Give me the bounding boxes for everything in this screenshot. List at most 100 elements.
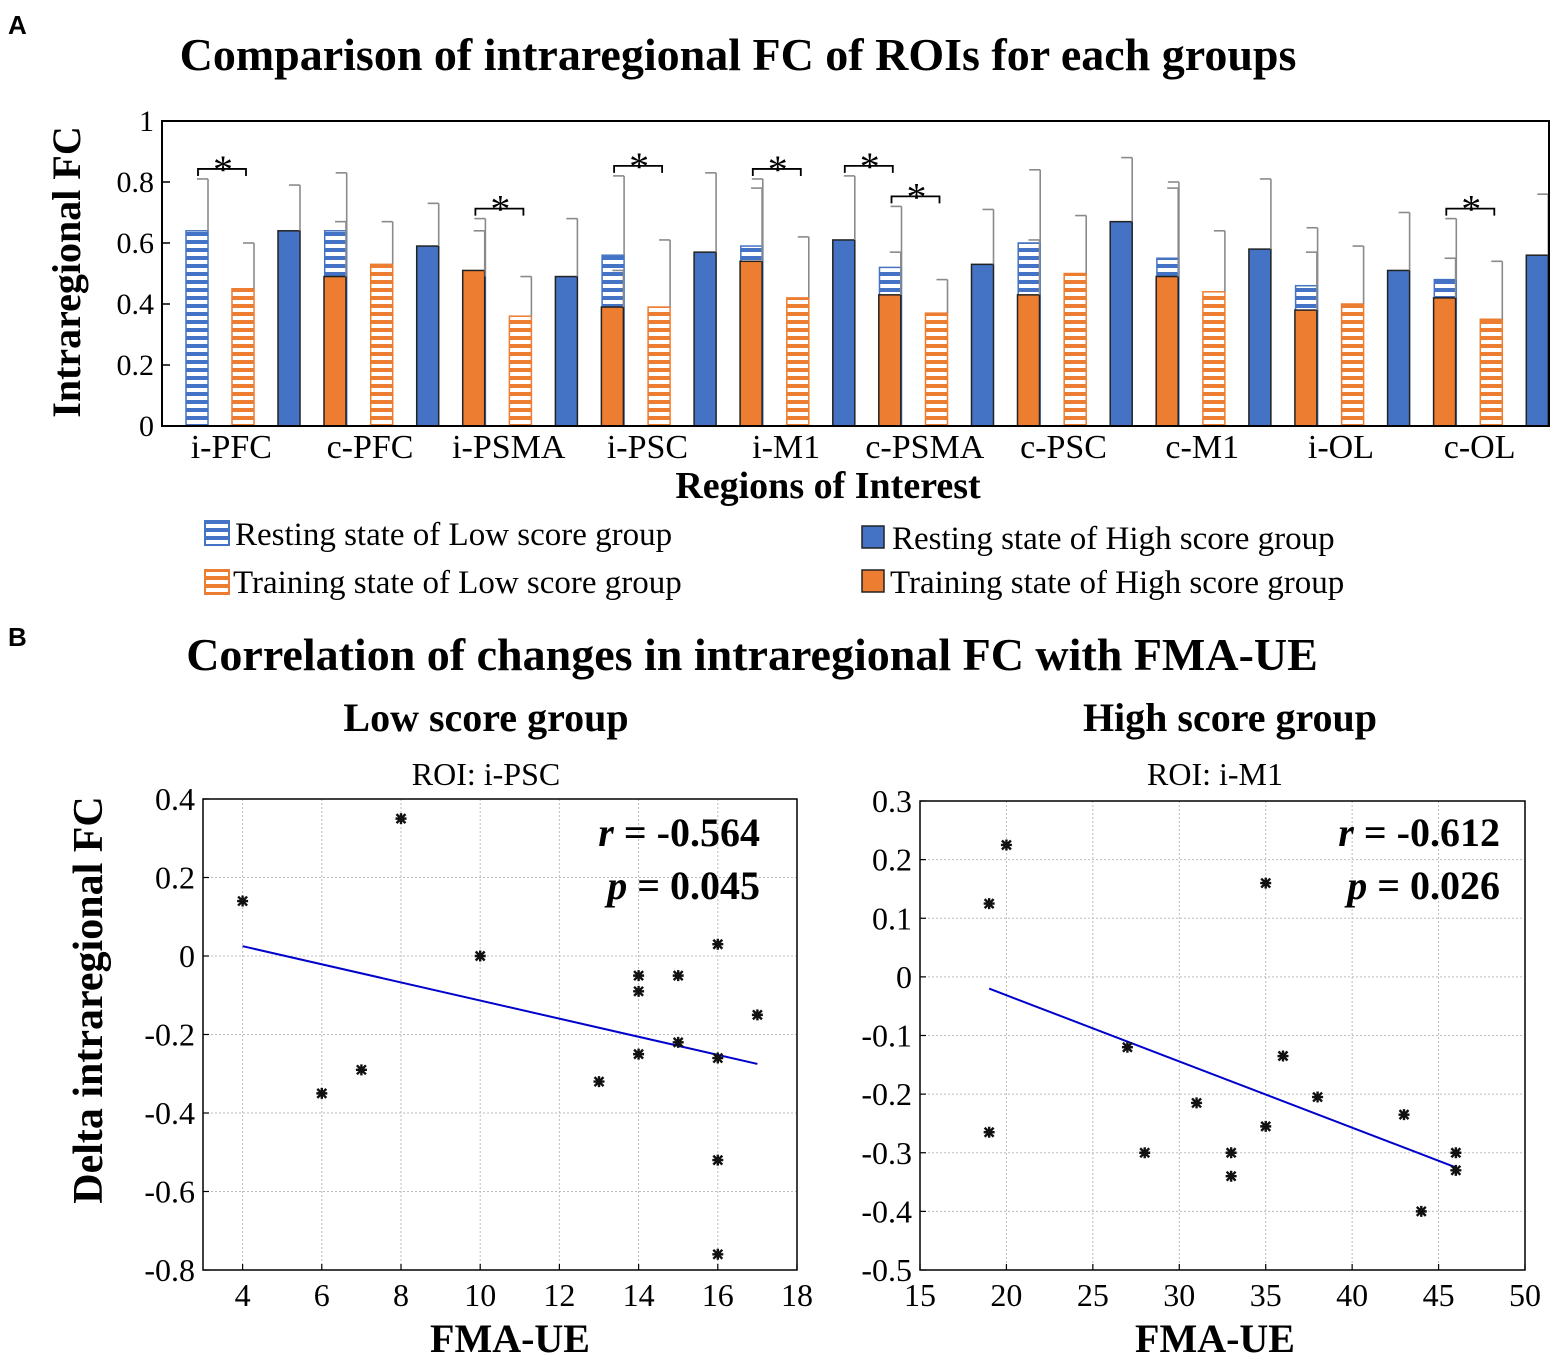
y-tick-label: 0 bbox=[139, 410, 154, 443]
data-point bbox=[751, 1009, 763, 1021]
bar-rest_high-i-psma bbox=[554, 275, 579, 427]
bar-train_low-i-pfc bbox=[231, 288, 255, 427]
data-point bbox=[395, 813, 407, 825]
bar-rest_high-c-m1 bbox=[1248, 248, 1272, 427]
x-tick-label-c-psma: c-PSMA bbox=[865, 429, 984, 466]
y-tick-label: -0.2 bbox=[861, 1076, 912, 1112]
high-scatter-points bbox=[983, 839, 1462, 1217]
bar-chart-significance: * * * * * * * bbox=[197, 144, 1496, 232]
significance-star: * bbox=[768, 147, 788, 192]
significance-bracket bbox=[197, 168, 247, 176]
x-tick-label: 50 bbox=[1509, 1277, 1541, 1313]
x-tick-label: 35 bbox=[1250, 1277, 1282, 1313]
legend-swatch-rest-low bbox=[204, 520, 230, 546]
bar-train_high-i-m1 bbox=[878, 294, 902, 427]
bar-train_high-i-psc bbox=[739, 260, 763, 427]
high-scatter-grid bbox=[920, 801, 1525, 1270]
data-point bbox=[1121, 1041, 1133, 1053]
high-scatter-fit-line bbox=[988, 987, 1457, 1169]
y-tick-label: 0 bbox=[179, 938, 195, 974]
panel-a-label: A bbox=[8, 10, 27, 40]
bar-train_low-i-ol bbox=[1340, 303, 1365, 427]
bar-rest_high-i-m1 bbox=[832, 239, 856, 427]
bar-rest_high-c-ol bbox=[1525, 254, 1550, 427]
regression-line bbox=[242, 945, 758, 1065]
x-tick-label: 16 bbox=[702, 1277, 734, 1313]
significance-star: * bbox=[860, 144, 880, 189]
bar-train_high-c-pfc bbox=[461, 269, 486, 427]
bar-rest_high-c-psma bbox=[970, 263, 995, 427]
bar-rest_high-i-pfc bbox=[277, 230, 301, 427]
low-scatter-points bbox=[237, 813, 763, 1260]
bar-train_high-i-psma bbox=[600, 306, 625, 427]
bar-rest_high-c-pfc bbox=[415, 245, 440, 427]
data-point bbox=[983, 898, 995, 910]
significance-star: * bbox=[1461, 187, 1481, 232]
legend-label-train-high: Training state of High score group bbox=[890, 565, 1344, 601]
x-tick-label: 45 bbox=[1423, 1277, 1455, 1313]
data-point bbox=[1139, 1147, 1151, 1159]
bar-train_low-c-ol bbox=[1479, 318, 1504, 427]
y-tick-label: 0.6 bbox=[117, 227, 155, 260]
x-tick-label: 4 bbox=[235, 1277, 251, 1313]
x-tick-label: 15 bbox=[904, 1277, 936, 1313]
bar-train_high-c-psma bbox=[1016, 294, 1041, 427]
bar-rest_high-c-psc bbox=[1109, 220, 1133, 427]
significance-bracket bbox=[843, 165, 894, 173]
x-tick-label-i-m1: i-M1 bbox=[752, 429, 820, 466]
bar-chart-title: Comparison of intraregional FC of ROIs f… bbox=[180, 29, 1297, 80]
y-tick-label: -0.4 bbox=[861, 1193, 912, 1229]
y-tick-label: -0.8 bbox=[144, 1252, 195, 1288]
y-tick-label: 0.8 bbox=[117, 166, 155, 199]
y-tick-label: 0.2 bbox=[872, 842, 912, 878]
low-scatter-x-label: FMA-UE bbox=[430, 1316, 590, 1361]
x-tick-label-i-psc: i-PSC bbox=[607, 429, 688, 466]
y-tick-label: -0.6 bbox=[144, 1174, 195, 1210]
x-tick-label: 14 bbox=[623, 1277, 655, 1313]
high-scatter-p-value: p = 0.026 bbox=[1344, 863, 1500, 908]
high-r-symbol: r bbox=[1338, 810, 1354, 855]
data-point bbox=[633, 1048, 645, 1060]
x-tick-label: 20 bbox=[990, 1277, 1022, 1313]
x-tick-label-i-psma: i-PSMA bbox=[452, 429, 566, 466]
y-tick-label: -0.1 bbox=[861, 1018, 912, 1054]
panel-b-label: B bbox=[8, 622, 27, 652]
high-scatter-r-value: r = -0.612 bbox=[1338, 810, 1500, 855]
significance-star: * bbox=[213, 147, 233, 192]
x-tick-label: 6 bbox=[314, 1277, 330, 1313]
high-p-symbol: p bbox=[1344, 863, 1367, 908]
data-point bbox=[1398, 1109, 1410, 1121]
data-point bbox=[316, 1087, 328, 1099]
data-point bbox=[1312, 1091, 1324, 1103]
y-tick-label: 0.1 bbox=[872, 900, 912, 936]
x-tick-label-c-pfc: c-PFC bbox=[327, 429, 414, 466]
data-point bbox=[712, 1154, 724, 1166]
data-point bbox=[712, 1052, 724, 1064]
legend-label-rest-low: Resting state of Low score group bbox=[235, 517, 672, 553]
legend-swatch-rest-high bbox=[861, 525, 885, 549]
data-point bbox=[355, 1064, 367, 1076]
x-tick-label: 30 bbox=[1163, 1277, 1195, 1313]
low-scatter-y-ticks: -0.8 -0.6 -0.4 -0.2 0 0.2 0.4 bbox=[144, 781, 209, 1288]
low-group-title: Low score group bbox=[343, 695, 628, 740]
significance-bracket bbox=[613, 165, 663, 173]
x-tick-label: 18 bbox=[781, 1277, 813, 1313]
bar-chart-bars bbox=[185, 220, 1550, 427]
y-tick-label: 0 bbox=[896, 959, 912, 995]
bar-chart-frame bbox=[161, 120, 1550, 427]
y-tick-label: 0.2 bbox=[117, 349, 155, 382]
y-tick-label: 0.2 bbox=[155, 860, 195, 896]
bar-chart-error-bars bbox=[197, 156, 1550, 320]
low-p-text: = 0.045 bbox=[627, 863, 760, 908]
data-point bbox=[1450, 1164, 1462, 1176]
x-tick-label: 25 bbox=[1077, 1277, 1109, 1313]
significance-star: * bbox=[490, 187, 510, 232]
y-tick-label: -0.2 bbox=[144, 1017, 195, 1053]
bar-train_low-i-psma bbox=[508, 315, 533, 427]
y-tick-label: 0.4 bbox=[155, 781, 195, 817]
data-point bbox=[712, 1248, 724, 1260]
data-point bbox=[712, 938, 724, 950]
data-point bbox=[672, 970, 684, 982]
significance-bracket bbox=[890, 195, 941, 204]
